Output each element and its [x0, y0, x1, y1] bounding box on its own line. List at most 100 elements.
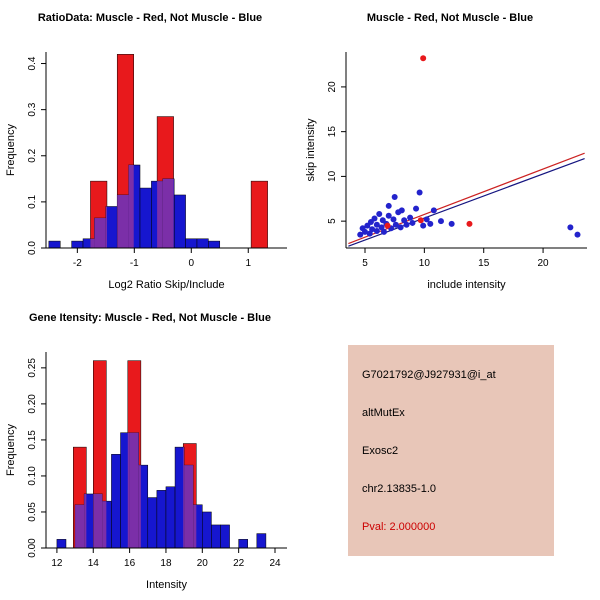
fit-line [348, 157, 585, 247]
y-tick-label: 20 [327, 81, 338, 93]
y-tick-label: 0.25 [27, 358, 38, 378]
hist-bar-blue [111, 454, 121, 549]
hist-bar-blue [196, 238, 209, 249]
scatter-point-blue [371, 215, 378, 222]
scatter-point-red [417, 217, 424, 224]
x-tick-label: 15 [478, 258, 490, 269]
scatter-point-blue [380, 228, 387, 235]
hist-bar-blue [238, 539, 248, 549]
hist-bar-blue [173, 194, 186, 249]
y-tick-label: 0.00 [27, 538, 38, 558]
hist-bar-blue [147, 497, 158, 549]
y-tick-label: 0.20 [27, 394, 38, 414]
gene-intensity-histogram-chart: 12 14 16 18 20 22 24 0.00 0.05 0.10 0.15 0.20 0.25 In… [5, 352, 287, 591]
event-type-text: altMutEx [362, 407, 405, 419]
scatter-point-blue [378, 224, 385, 231]
scatter-point-blue [390, 216, 397, 223]
x-tick-label: 0 [189, 258, 195, 269]
hist-bar-blue [56, 539, 67, 549]
hist-bar-blue [156, 490, 167, 549]
x-tick-label: 22 [233, 558, 245, 569]
scatter-point-blue [357, 231, 364, 238]
y-tick-label: 0.1 [27, 194, 38, 208]
chart-title-scatter: Muscle - Red, Not Muscle - Blue [366, 12, 534, 24]
x-axis-title: include intensity [427, 279, 506, 291]
scatter-point-blue [420, 222, 427, 229]
hist-bar-blue [256, 533, 267, 549]
hist-bar-overlap [138, 465, 141, 548]
hist-bar-overlap [157, 181, 163, 248]
panel-intensity-scatter: Muscle - Red, Not Muscle - Blue 5 10 15 20 5… [300, 0, 600, 300]
hist-bar-blue [139, 187, 152, 249]
y-axis-title: Frequency [5, 124, 17, 176]
x-tick-label: 20 [538, 258, 550, 269]
y-tick-label: 0.10 [27, 466, 38, 486]
scatter-point-blue [574, 231, 581, 238]
scatter-point-blue [403, 221, 410, 228]
scatter-point-blue [448, 220, 455, 227]
chart-title-gene-intensity: Gene Itensity: Muscle - Red, Not Muscle … [28, 312, 272, 324]
scatter-point-blue [427, 220, 434, 227]
y-tick-label: 10 [327, 170, 338, 182]
hist-bar-overlap [90, 238, 95, 248]
scatter-point-blue [391, 193, 398, 200]
scatter-point-blue [567, 224, 574, 231]
x-tick-label: 24 [269, 558, 281, 569]
y-tick-label: 5 [327, 218, 338, 224]
hist-bar-overlap [105, 206, 107, 248]
scatter-point-blue [397, 224, 404, 231]
scatter-point-blue [416, 189, 423, 196]
y-axis-title: Frequency [5, 424, 17, 476]
intensity-scatter-chart: 5 10 15 20 5 10 15 20 include intensity skip inte… [305, 52, 587, 291]
scatter-point-blue [373, 227, 380, 234]
hist-bar-overlap [193, 504, 197, 548]
y-axis-title: skip intensity [305, 118, 317, 181]
x-tick-label: 10 [419, 258, 431, 269]
scatter-point-blue [376, 210, 383, 217]
scatter-point-blue [409, 219, 416, 226]
hist-bar-blue [220, 524, 230, 549]
hist-bar-overlap [128, 164, 134, 248]
hist-bar-red [250, 180, 268, 249]
scatter-point-blue [398, 207, 405, 214]
x-axis-title: Intensity [146, 579, 187, 591]
x-tick-label: 1 [245, 258, 251, 269]
scatter-point-blue [401, 217, 408, 224]
scatter-point-blue [385, 202, 392, 209]
x-tick-label: 20 [197, 558, 209, 569]
hist-bar-overlap [117, 194, 129, 248]
hist-bar-overlap [93, 493, 103, 548]
hist-bar-overlap [183, 447, 185, 548]
scatter-point-blue [392, 221, 399, 228]
gene-info-box: G7021792@J927931@i_at altMutEx Exosc2 ch… [348, 345, 554, 556]
probe-id-text: G7021792@J927931@i_at [362, 369, 496, 381]
chromosome-location-text: chr2.13835-1.0 [362, 483, 436, 495]
hist-bar-blue [208, 240, 221, 249]
y-tick-label: 0.3 [27, 102, 38, 116]
gene-symbol-text: Exosc2 [362, 445, 399, 457]
scatter-point-blue [423, 216, 430, 223]
hist-bar-blue [71, 240, 84, 249]
x-tick-label: -2 [73, 258, 82, 269]
x-tick-label: 16 [124, 558, 136, 569]
hist-bar-blue [105, 206, 118, 249]
hist-bar-overlap [84, 493, 87, 548]
scatter-point-blue [407, 214, 414, 221]
hist-bar-blue [202, 511, 212, 549]
hist-bar-overlap [102, 501, 107, 548]
hist-bar-overlap [129, 432, 139, 548]
y-tick-label: 0.2 [27, 148, 38, 162]
scatter-point-blue [385, 212, 392, 219]
hist-bar-blue [185, 238, 198, 249]
chart-title-ratio: RatioData: Muscle - Red, Not Muscle - Bl… [37, 12, 263, 24]
ratio-histogram-chart: -2 -1 0 1 0.0 0.1 0.2 0.3 0.4 Log2 Ratio Skip/Inc… [5, 52, 287, 291]
y-tick-label: 0.05 [27, 502, 38, 522]
hist-bar-overlap [94, 218, 106, 248]
y-tick-label: 0.4 [27, 56, 38, 70]
scatter-point-blue [361, 228, 368, 235]
scatter-point-blue [430, 207, 437, 214]
x-tick-label: 18 [160, 558, 172, 569]
y-tick-label: 0.15 [27, 430, 38, 450]
panel-gene-info: G7021792@J927931@i_at altMutEx Exosc2 ch… [300, 300, 600, 600]
